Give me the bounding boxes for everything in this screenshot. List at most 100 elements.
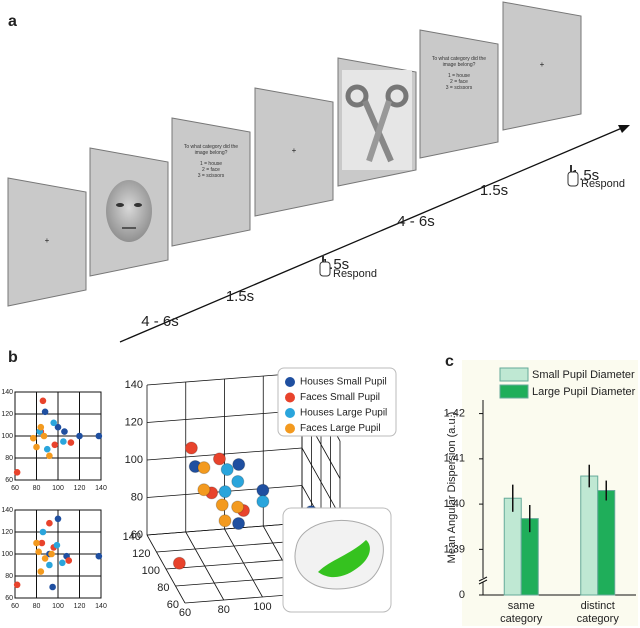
prompt: To what category did the image belong? bbox=[183, 144, 239, 156]
data-point bbox=[46, 519, 53, 527]
data-point bbox=[220, 463, 234, 477]
brain-region bbox=[318, 540, 370, 578]
x-tick-label: same category bbox=[500, 600, 543, 625]
eye bbox=[134, 203, 142, 207]
option: 2 = face bbox=[202, 167, 220, 173]
y-tick-label: 140 bbox=[1, 507, 13, 514]
timing-label: 4 - 6s bbox=[397, 213, 435, 230]
y-axis-label: Mean Angular Dispersion (a.u.) bbox=[446, 412, 458, 564]
x-tick-label: distinct category bbox=[576, 600, 619, 625]
hand-icon bbox=[319, 261, 331, 277]
hand-icon bbox=[567, 171, 579, 187]
b-tick-label: 140 bbox=[123, 531, 141, 543]
y-tick-label: 120 bbox=[1, 411, 13, 418]
y-tick-label: 100 bbox=[1, 433, 13, 440]
b-tick-label: 100 bbox=[142, 565, 160, 577]
legend-label: Faces Small Pupil bbox=[300, 392, 380, 403]
question-text: To what category did the image belong? 1 … bbox=[178, 144, 244, 179]
y-tick-label: 1.39 bbox=[444, 543, 465, 555]
timing-label: 1.5s bbox=[480, 182, 508, 199]
data-point bbox=[37, 568, 45, 575]
y-tick-label: 140 bbox=[1, 389, 13, 396]
scissors-bg bbox=[342, 70, 412, 170]
screen bbox=[502, 1, 582, 131]
data-point bbox=[231, 500, 245, 514]
panel-label: b bbox=[8, 349, 18, 366]
z-tick-label: 80 bbox=[131, 491, 143, 503]
data-point bbox=[54, 515, 62, 523]
data-point bbox=[35, 548, 42, 556]
data-point bbox=[53, 541, 61, 549]
y-tick-label: 60 bbox=[5, 477, 13, 484]
data-point bbox=[231, 475, 245, 489]
x-tick-label: 120 bbox=[74, 603, 86, 610]
y-tick-label: 80 bbox=[5, 455, 13, 462]
respond-label: Respond bbox=[581, 178, 625, 190]
z-tick-label: 100 bbox=[125, 454, 143, 466]
bar bbox=[503, 497, 522, 596]
legend-label: Houses Small Pupil bbox=[300, 377, 387, 388]
data-point bbox=[95, 432, 103, 440]
option: 1 = house bbox=[447, 73, 471, 79]
legend-swatch bbox=[499, 367, 529, 382]
x-tick-label: 100 bbox=[52, 485, 64, 492]
y-tick-label: 100 bbox=[1, 551, 13, 558]
data-point bbox=[33, 443, 40, 451]
prompt: To what category did the image belong? bbox=[431, 56, 487, 68]
legend-label: Small Pupil Diameter bbox=[532, 369, 635, 381]
b-tick-label: 60 bbox=[167, 599, 179, 611]
data-point bbox=[172, 556, 186, 570]
data-point bbox=[218, 485, 232, 499]
data-point bbox=[256, 495, 270, 508]
face-image bbox=[106, 180, 152, 242]
data-point bbox=[46, 452, 53, 460]
brain-outline bbox=[294, 519, 384, 590]
eye bbox=[116, 203, 124, 207]
respond-label: Respond bbox=[333, 268, 377, 280]
legend-marker bbox=[285, 423, 295, 434]
y-tick-label: 60 bbox=[5, 595, 13, 602]
screen bbox=[171, 117, 251, 247]
data-point bbox=[38, 539, 46, 547]
data-point bbox=[41, 555, 49, 562]
arrow-head bbox=[618, 125, 630, 133]
data-point bbox=[50, 419, 57, 427]
legend-label: Large Pupil Diameter bbox=[532, 386, 636, 398]
x-tick-label: 140 bbox=[95, 603, 107, 610]
data-point bbox=[43, 445, 51, 453]
panel-label: a bbox=[8, 13, 17, 30]
bar bbox=[580, 475, 599, 596]
y-tick-label: 80 bbox=[5, 573, 13, 580]
z-tick-label: 60 bbox=[131, 529, 143, 541]
y-tick-label: 1.41 bbox=[444, 453, 465, 465]
x-tick-label: 60 bbox=[11, 603, 19, 610]
option: 3 = scissors bbox=[197, 173, 225, 179]
data-point bbox=[232, 517, 246, 530]
scissors-blade bbox=[366, 100, 392, 162]
data-point bbox=[60, 438, 67, 445]
data-point bbox=[13, 469, 21, 476]
screen bbox=[419, 29, 499, 159]
question-text: To what category did the image belong? 1 … bbox=[426, 56, 492, 91]
data-point bbox=[197, 483, 211, 497]
x-tick-label: 140 bbox=[95, 485, 107, 492]
question-box: To what category did the image belong? 1 … bbox=[426, 56, 492, 91]
data-point bbox=[184, 441, 198, 455]
fixation-cross: + bbox=[45, 236, 50, 245]
axis-break bbox=[478, 576, 488, 582]
scissors-ring bbox=[385, 84, 409, 108]
y-tick-label: 0 bbox=[459, 589, 465, 601]
data-point bbox=[37, 423, 45, 431]
data-point bbox=[39, 528, 47, 536]
x-tick-label: 100 bbox=[52, 603, 64, 610]
question-box: To what category did the image belong? 1 … bbox=[178, 144, 244, 179]
legend-swatch bbox=[499, 384, 529, 399]
timeline-arrow bbox=[119, 127, 623, 343]
data-point bbox=[218, 514, 232, 528]
data-point bbox=[48, 550, 55, 558]
bar bbox=[597, 490, 616, 596]
data-point bbox=[41, 408, 49, 416]
legend-label: Houses Large Pupil bbox=[300, 408, 387, 419]
data-point bbox=[51, 441, 59, 449]
